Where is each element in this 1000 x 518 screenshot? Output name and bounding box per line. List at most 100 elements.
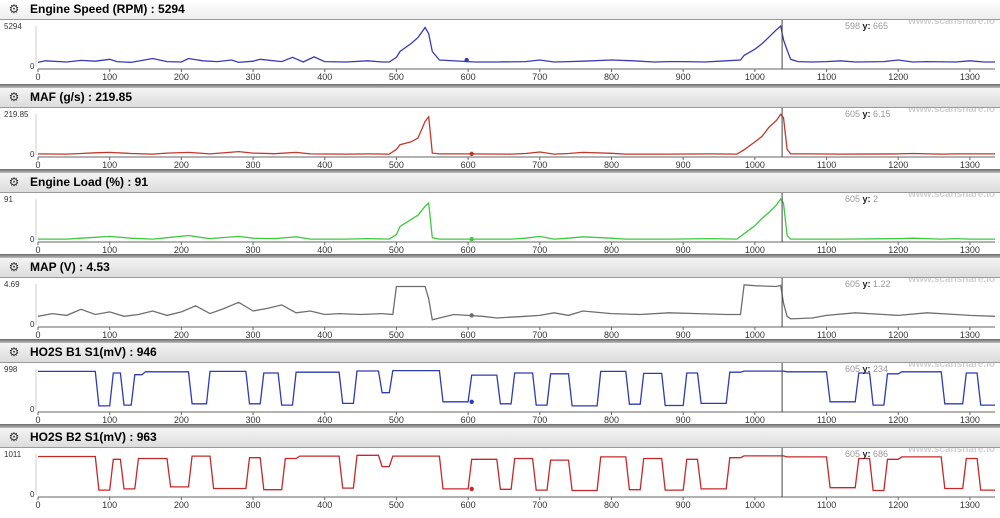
x-tick-label: 100 <box>102 72 117 82</box>
panel-title-name: HO2S B2 S1(mV) <box>30 430 127 444</box>
x-tick-label: 1000 <box>745 245 765 255</box>
x-tick-label: 500 <box>389 72 404 82</box>
x-tick-label: 0 <box>35 500 40 510</box>
settings-gear-icon[interactable]: ⚙ <box>8 260 20 274</box>
watermark-text: www.scanshare.io <box>907 108 995 115</box>
x-tick-label: 1100 <box>817 415 836 425</box>
x-tick-label: 700 <box>532 500 547 510</box>
readout-y-label: y: <box>863 194 874 204</box>
data-marker <box>469 151 474 157</box>
x-tick-label: 700 <box>532 72 547 82</box>
x-tick-label: 800 <box>604 500 619 510</box>
line-chart[interactable]: www.scanshare.io 219.85 00 100 200 300 400 500 6… <box>0 108 1000 172</box>
x-tick-label: 200 <box>174 330 189 340</box>
panel-current-value: 5294 <box>158 2 185 16</box>
panel-current-value: 91 <box>134 175 149 189</box>
x-tick-label: 1300 <box>960 415 980 425</box>
y-max-label: 91 <box>4 195 13 204</box>
x-tick-label: 300 <box>246 330 261 340</box>
readout-y: 2 <box>873 194 878 204</box>
readout-text: 605 y: 1.22 <box>845 279 891 289</box>
x-tick-label: 200 <box>174 500 189 510</box>
x-tick-label: 900 <box>676 160 691 170</box>
settings-gear-icon[interactable]: ⚙ <box>8 2 20 16</box>
series-line <box>38 454 995 492</box>
line-chart[interactable]: www.scanshare.io 1011 00 100 200 300 400 500 600… <box>0 448 1000 512</box>
data-marker <box>469 399 474 404</box>
x-tick-label: 100 <box>102 160 117 170</box>
y-max-label: 998 <box>4 365 18 374</box>
x-tick-label: 800 <box>604 415 619 425</box>
x-tick-label: 1000 <box>745 72 765 82</box>
x-tick-label: 400 <box>317 160 332 170</box>
x-tick-label: 1300 <box>960 245 980 255</box>
x-tick-label: 100 <box>102 330 117 340</box>
settings-gear-icon[interactable]: ⚙ <box>8 175 20 189</box>
y-max-label: 5294 <box>4 22 22 31</box>
line-chart[interactable]: www.scanshare.io 4.69 00 100 200 300 400 500 600… <box>0 278 1000 342</box>
y-min-label: 0 <box>30 235 35 244</box>
x-tick-label: 400 <box>317 500 332 510</box>
readout-y: 234 <box>873 364 888 374</box>
x-tick-label: 1300 <box>960 330 980 340</box>
panel-title-name: Engine Speed (RPM) <box>30 2 148 16</box>
x-tick-label: 500 <box>389 500 404 510</box>
x-tick-label: 200 <box>174 415 189 425</box>
readout-y: 1.22 <box>873 279 891 289</box>
x-tick-label: 1200 <box>888 72 908 82</box>
x-tick-label: 1300 <box>960 500 980 510</box>
panel-current-value: 946 <box>136 345 157 359</box>
line-chart[interactable]: www.scanshare.io 5294 00 100 200 300 400 500 600… <box>0 20 1000 84</box>
x-tick-label: 1200 <box>888 415 908 425</box>
panel-current-value: 219.85 <box>95 90 133 104</box>
x-tick-label: 800 <box>604 245 619 255</box>
x-tick-label: 400 <box>317 415 332 425</box>
readout-y-label: y: <box>863 364 874 374</box>
x-tick-label: 1000 <box>745 415 765 425</box>
x-tick-label: 1200 <box>888 245 908 255</box>
x-tick-label: 1100 <box>817 500 836 510</box>
panel-divider <box>0 424 1000 428</box>
panel-title: MAF (g/s) : 219.85 <box>30 90 133 104</box>
x-tick-label: 800 <box>604 72 619 82</box>
panel-title: Engine Speed (RPM) : 5294 <box>30 2 185 16</box>
panel-current-value: 4.53 <box>86 260 110 274</box>
x-tick-label: 900 <box>676 245 691 255</box>
x-tick-label: 400 <box>317 330 332 340</box>
y-min-label: 0 <box>30 405 35 414</box>
readout-y: 6.15 <box>873 109 891 119</box>
x-tick-label: 1100 <box>817 330 836 340</box>
panel-title-name: HO2S B1 S1(mV) <box>30 345 127 359</box>
x-tick-label: 1000 <box>745 160 765 170</box>
panel-divider <box>0 339 1000 343</box>
y-min-label: 0 <box>30 62 35 71</box>
readout-x: 605 <box>845 449 863 459</box>
y-max-label: 219.85 <box>4 110 29 119</box>
series-line <box>37 113 995 155</box>
x-tick-label: 1300 <box>960 160 980 170</box>
series-line <box>37 284 996 321</box>
x-tick-label: 300 <box>246 160 261 170</box>
y-max-label: 1011 <box>4 450 22 459</box>
line-chart[interactable]: www.scanshare.io 91 00 100 200 300 400 500 600 70… <box>0 193 1000 257</box>
x-tick-label: 200 <box>174 160 189 170</box>
panel-header: ⚙ MAP (V) : 4.53 <box>0 258 1000 278</box>
x-tick-label: 500 <box>389 160 404 170</box>
x-tick-label: 1200 <box>888 160 908 170</box>
watermark-text: www.scanshare.io <box>907 20 995 27</box>
settings-gear-icon[interactable]: ⚙ <box>8 90 20 104</box>
settings-gear-icon[interactable]: ⚙ <box>8 345 20 359</box>
readout-y-label: y: <box>863 279 874 289</box>
y-max-label: 4.69 <box>4 280 20 289</box>
x-tick-label: 300 <box>246 415 261 425</box>
settings-gear-icon[interactable]: ⚙ <box>8 430 20 444</box>
series-line <box>38 369 995 407</box>
x-tick-label: 1000 <box>745 330 765 340</box>
readout-x: 605 <box>845 364 863 374</box>
x-tick-label: 400 <box>317 245 332 255</box>
readout-text: 605 y: 6.15 <box>845 109 891 119</box>
line-chart[interactable]: www.scanshare.io 998 00 100 200 300 400 500 600 7… <box>0 363 1000 427</box>
x-tick-label: 1100 <box>817 245 836 255</box>
x-tick-label: 600 <box>461 415 476 425</box>
panel-title-name: MAF (g/s) <box>30 90 85 104</box>
